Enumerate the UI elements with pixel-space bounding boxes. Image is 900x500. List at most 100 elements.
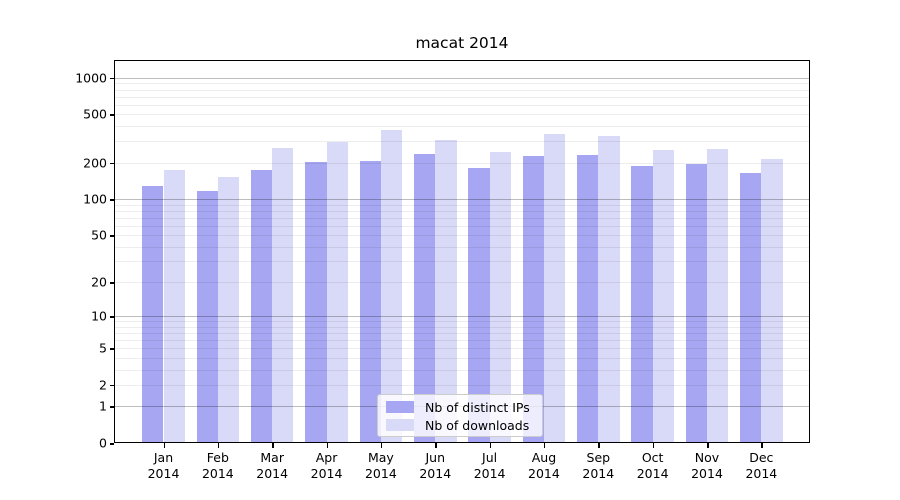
gridline-minor [114,340,810,342]
gridline-minor [114,114,810,116]
gridline-minor [114,326,810,328]
gridline-minor [114,348,810,350]
y-tick-label: 200 [83,155,107,171]
y-tick-mark [110,384,114,387]
x-tick-mark [598,443,600,448]
y-tick-label: 5 [99,340,107,356]
gridline-minor [114,384,810,386]
legend-label-distinct-ips: Nb of distinct IPs [425,399,530,415]
x-tick-mark [217,443,220,448]
bar-downloads-nov [707,149,729,443]
x-tick-mark [543,443,546,448]
bar-distinct-ips-jun [413,153,436,443]
y-tick-label: 50 [91,227,107,243]
y-tick-label: 0 [99,435,107,451]
x-tick-label-feb: Feb 2014 [201,450,234,481]
x-tick-label-aug: Aug 2014 [528,450,560,481]
gridline-minor [114,217,810,219]
x-tick-label-jul: Jul 2014 [473,450,506,481]
y-tick-mark [110,199,114,201]
gridline-minor [114,225,810,227]
gridline-minor [114,83,810,85]
bar-downloads-mar [272,147,294,443]
bar-downloads-feb [217,177,240,443]
bar-distinct-ips-jul [468,167,490,443]
bar-downloads-jan [163,169,185,443]
gridline-minor [114,210,810,212]
x-tick-mark [326,443,329,448]
y-tick-label: 10 [91,308,107,324]
gridline-minor [114,104,810,106]
x-tick-label-jun: Jun 2014 [419,450,452,481]
gridline-minor [114,282,810,284]
y-tick-mark [110,114,114,116]
bar-downloads-sep [598,136,620,443]
y-tick-mark [110,77,114,80]
y-tick-mark [110,443,114,445]
bar-downloads-dec [761,159,783,443]
gridline-minor [114,204,810,206]
y-tick-mark [110,282,114,284]
x-tick-label-apr: Apr 2014 [310,450,343,481]
gridlines-layer [114,60,810,443]
bar-downloads-may [380,129,403,443]
x-tick-mark [435,443,437,448]
gridline-minor [114,357,810,359]
y-tick-label: 20 [91,274,107,290]
gridline-minor [114,369,810,371]
legend-swatch-distinct-ips [386,400,414,414]
y-tick-mark [110,348,114,350]
legend-item-distinct-ips: Nb of distinct IPs [386,400,530,414]
bar-distinct-ips-sep [577,154,599,443]
x-tick-label-mar: Mar 2014 [256,450,289,481]
x-tick-mark [707,443,709,448]
bar-downloads-jul [489,151,511,443]
bar-distinct-ips-may [359,160,381,443]
bar-downloads-jun [435,139,457,443]
x-tick-label-sep: Sep 2014 [582,450,615,481]
gridline-minor [114,162,810,164]
bar-distinct-ips-oct [631,166,653,443]
bar-downloads-aug [543,134,566,443]
gridline-minor [114,89,810,91]
legend-label-downloads: Nb of downloads [425,417,530,433]
bar-distinct-ips-aug [522,155,544,443]
legend-item-downloads: Nb of downloads [386,418,529,432]
legend-swatch-downloads [386,418,414,432]
bar-distinct-ips-jan [142,185,164,443]
bars-layer [114,60,810,443]
x-tick-mark [163,443,165,448]
x-tick-mark [489,443,492,448]
y-tick-label: 500 [83,106,107,122]
bar-distinct-ips-nov [685,163,707,443]
y-tick-label: 1000 [75,70,107,86]
bar-downloads-apr [326,142,348,443]
gridline-minor [114,321,810,323]
chart-title: macat 2014 [415,34,509,52]
bar-distinct-ips-feb [196,191,218,443]
gridline-minor [114,96,810,98]
gridline-major [114,316,810,318]
y-tick-label: 1 [99,398,107,414]
gridline-minor [114,126,810,128]
x-tick-label-nov: Nov 2014 [691,450,723,481]
y-tick-mark [110,162,114,165]
bar-distinct-ips-apr [305,161,327,443]
bar-distinct-ips-mar [250,170,273,443]
gridline-minor [114,261,810,263]
y-tick-mark [110,316,114,318]
gridline-major [114,199,810,201]
y-tick-mark [110,235,114,237]
x-tick-label-jan: Jan 2014 [147,450,180,481]
gridline-minor [114,235,810,237]
y-tick-mark [110,406,114,408]
y-tick-label: 100 [83,191,107,207]
x-tick-label-may: May 2014 [364,450,397,481]
gridline-major [114,77,810,79]
x-tick-mark [272,443,274,448]
y-tick-label: 2 [99,377,107,393]
bar-downloads-oct [652,150,674,443]
gridline-minor [114,333,810,335]
plot-area [114,60,810,443]
